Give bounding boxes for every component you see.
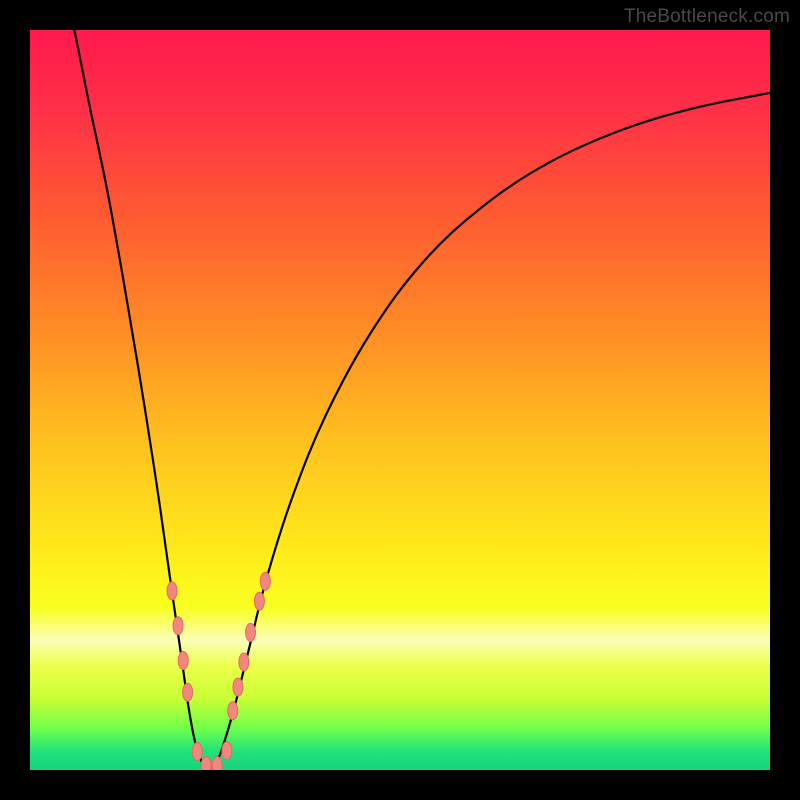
data-marker <box>222 742 232 760</box>
data-marker <box>239 653 249 671</box>
data-marker <box>178 651 188 669</box>
data-marker <box>246 623 256 641</box>
data-marker <box>254 592 264 610</box>
data-marker <box>233 678 243 696</box>
watermark-text: TheBottleneck.com <box>624 6 790 28</box>
data-marker <box>228 702 238 720</box>
data-marker <box>192 743 202 761</box>
chart-frame: TheBottleneck.com <box>0 0 800 800</box>
data-marker <box>183 683 193 701</box>
data-marker <box>173 617 183 635</box>
data-marker <box>201 757 211 770</box>
gradient-background <box>30 30 770 770</box>
data-marker <box>260 572 270 590</box>
data-marker <box>167 582 177 600</box>
curve-chart-svg <box>30 30 770 770</box>
data-marker <box>212 757 222 770</box>
plot-area <box>30 30 770 770</box>
